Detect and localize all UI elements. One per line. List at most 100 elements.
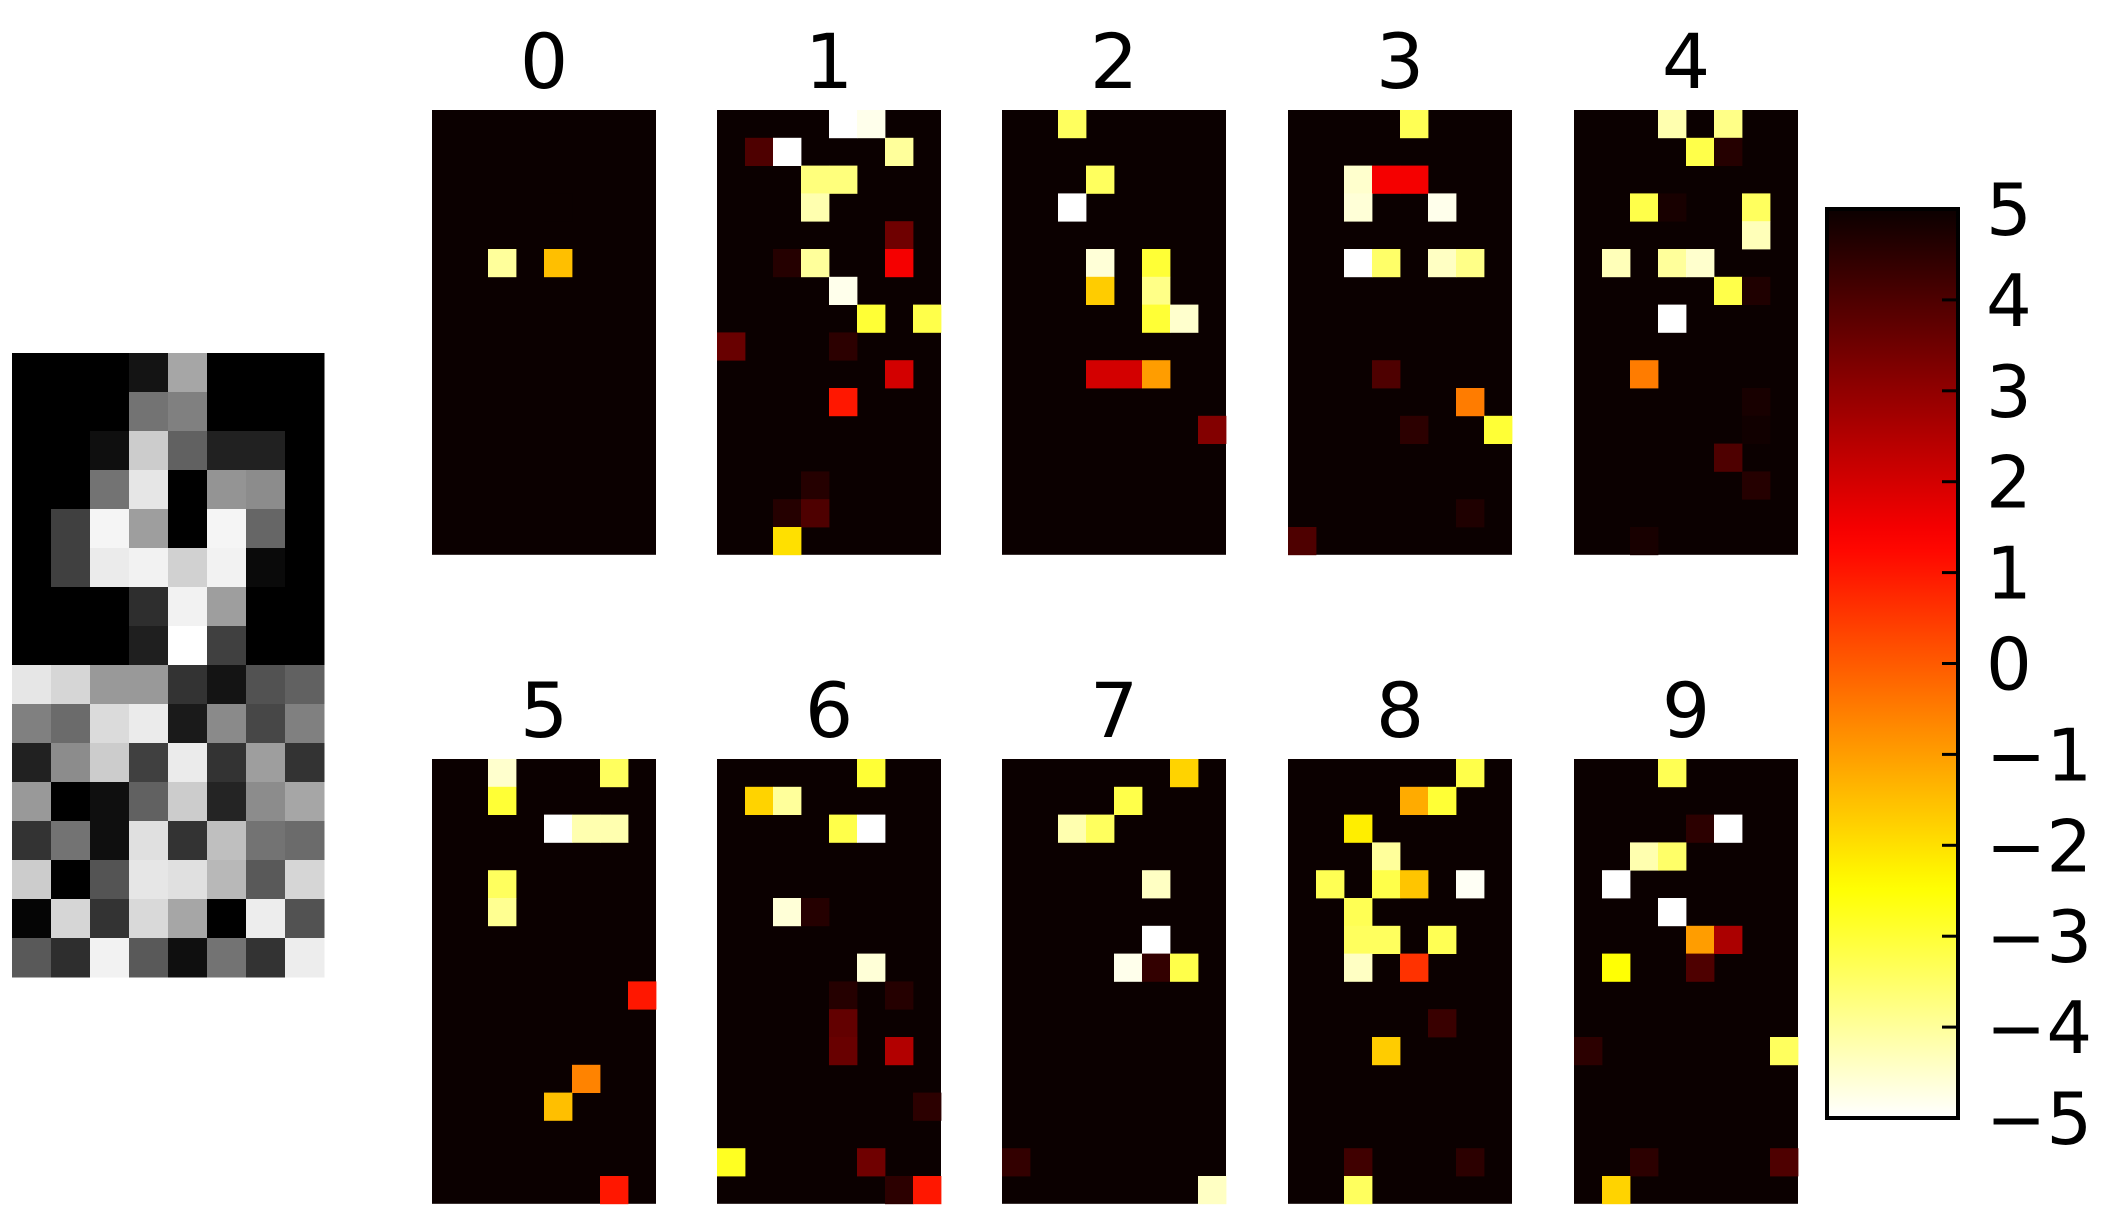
input-pixel: [168, 470, 208, 510]
heatmap-cell: [1344, 1176, 1373, 1205]
input-pixel: [90, 704, 130, 744]
input-pixel: [246, 743, 286, 783]
heatmap-cell: [1456, 759, 1485, 788]
input-pixel: [246, 860, 286, 900]
heatmap-cell: [773, 786, 802, 815]
input-pixel: [90, 353, 130, 393]
input-pixel: [90, 860, 130, 900]
input-pixel: [51, 938, 91, 978]
colorbar-tick-label: 5: [1986, 168, 2032, 252]
heatmap-cell: [829, 110, 858, 139]
heatmap-cell: [829, 276, 858, 305]
heatmap-cell: [857, 953, 886, 982]
panel-6: 6: [717, 666, 942, 1205]
input-pixel: [12, 821, 52, 861]
input-pixel: [129, 938, 169, 978]
heatmap-cell: [1058, 193, 1087, 222]
input-pixel: [129, 860, 169, 900]
heatmap-cell: [1602, 249, 1631, 278]
input-pixel: [12, 587, 52, 627]
heatmap-cell: [1714, 110, 1743, 139]
heatmap-cell: [1742, 471, 1771, 500]
heatmap-cell: [1658, 193, 1687, 222]
input-pixel: [168, 782, 208, 822]
heatmap-cell: [1372, 165, 1401, 194]
input-pixel: [129, 782, 169, 822]
heatmap-cell: [488, 870, 517, 899]
heatmap-cell: [1714, 276, 1743, 305]
heatmap-cell: [801, 193, 830, 222]
input-pixel: [129, 470, 169, 510]
panel-7: 7: [1002, 666, 1227, 1205]
heatmap-cell: [1770, 1037, 1799, 1066]
panel-label: 8: [1376, 666, 1424, 755]
heatmap-cell: [1086, 249, 1115, 278]
heatmap-cell: [717, 1148, 746, 1177]
input-pixel: [129, 665, 169, 705]
input-pixel: [51, 704, 91, 744]
heatmap-cell: [745, 786, 774, 815]
heatmap-cell: [1602, 1176, 1631, 1205]
input-pixel: [12, 665, 52, 705]
input-pixel: [207, 587, 247, 627]
heatmap-cell: [1058, 110, 1087, 139]
heatmap-cell: [885, 249, 914, 278]
heatmap-cell: [773, 499, 802, 528]
heatmap-cell: [1484, 415, 1513, 444]
heatmap-cell: [1086, 360, 1115, 389]
input-pixel: [285, 704, 325, 744]
input-pixel: [129, 626, 169, 666]
heatmap-cell: [1372, 842, 1401, 871]
heatmap-cell: [1142, 304, 1171, 333]
input-pixel: [12, 431, 52, 471]
heatmap-cell: [1428, 193, 1457, 222]
heatmap-cell: [801, 898, 830, 927]
input-pixel: [129, 743, 169, 783]
heatmap-cell: [1742, 221, 1771, 250]
heatmap-cell: [1170, 953, 1199, 982]
input-pixel: [285, 626, 325, 666]
heatmap-cell: [1428, 925, 1457, 954]
panel-label: 9: [1662, 666, 1710, 755]
input-pixel: [285, 782, 325, 822]
heatmap-cell: [857, 759, 886, 788]
input-pixel: [129, 353, 169, 393]
heatmap-cell: [488, 249, 517, 278]
colorbar-tick-label: 2: [1986, 441, 2032, 525]
heatmap-cell: [1770, 1148, 1799, 1177]
input-pixel: [168, 860, 208, 900]
input-pixel: [90, 665, 130, 705]
input-pixel: [207, 548, 247, 588]
heatmap-cell: [1714, 814, 1743, 843]
input-pixel: [207, 470, 247, 510]
heatmap-cell: [1400, 953, 1429, 982]
heatmap-cell: [801, 249, 830, 278]
heatmap-cell: [885, 360, 914, 389]
heatmap-cell: [1372, 360, 1401, 389]
input-pixel: [51, 665, 91, 705]
heatmap-cell: [1456, 1148, 1485, 1177]
heatmap-cell: [1372, 925, 1401, 954]
input-pixel: [285, 548, 325, 588]
input-pixel: [168, 743, 208, 783]
input-pixel: [246, 431, 286, 471]
heatmap-cell: [829, 1009, 858, 1038]
panel-label: 2: [1090, 17, 1138, 106]
heatmap-cell: [1714, 137, 1743, 166]
heatmap-cell: [1142, 870, 1171, 899]
input-pixel: [168, 548, 208, 588]
panel-label: 7: [1090, 666, 1138, 755]
input-pixel: [285, 392, 325, 432]
input-pixel: [90, 431, 130, 471]
heatmap-cell: [1686, 953, 1715, 982]
heatmap-cell: [1372, 1037, 1401, 1066]
input-pixel: [129, 431, 169, 471]
panel-8: 8: [1288, 666, 1512, 1205]
heatmap-cell: [1602, 953, 1631, 982]
input-pixel: [285, 587, 325, 627]
input-pixel: [207, 353, 247, 393]
panel-label: 1: [805, 17, 853, 106]
input-pixel: [285, 860, 325, 900]
heatmap-cell: [1344, 814, 1373, 843]
input-pixel: [246, 509, 286, 549]
